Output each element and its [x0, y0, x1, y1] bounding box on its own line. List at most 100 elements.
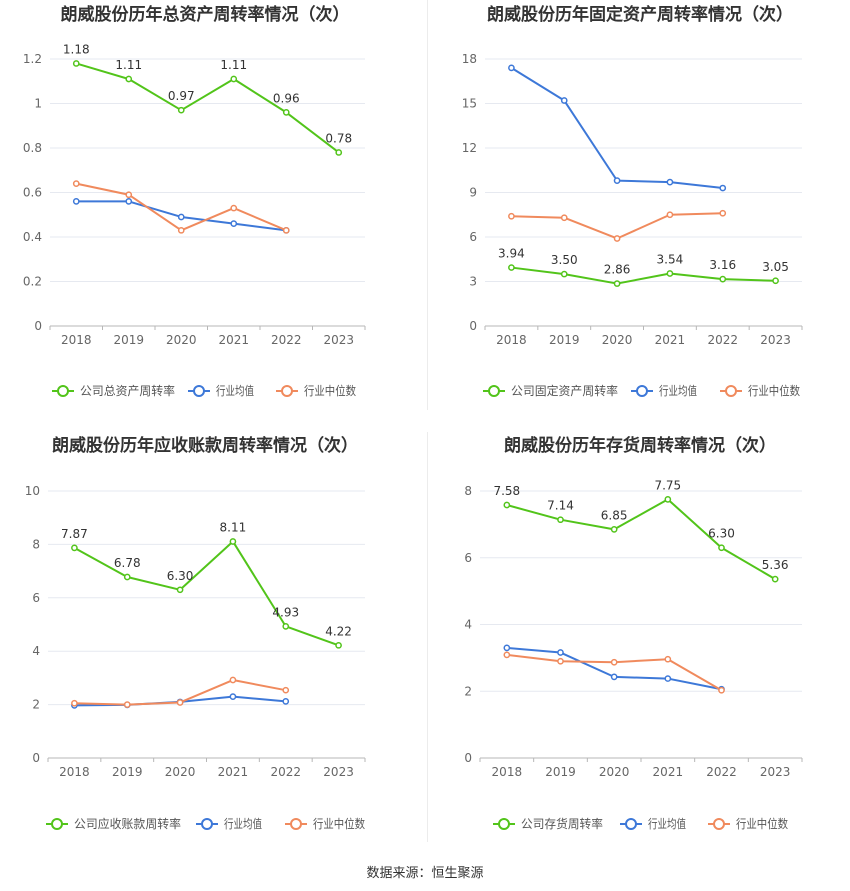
x-tick-label: 2022	[270, 765, 301, 779]
y-tick-label: 9	[469, 186, 477, 200]
chart-4: 朗威股份历年存货周转率情况（次） 0 2 4 6 8 2018 2019 2020 2021 202…	[464, 435, 803, 831]
data-point-company	[610, 526, 618, 533]
data-point-industry_median	[71, 699, 78, 707]
data-label: 3.16	[709, 258, 736, 272]
legend-item-industry_median[interactable]: 行业中位数	[285, 816, 365, 831]
data-point-company	[125, 75, 133, 83]
x-tick-label: 2023	[323, 333, 354, 347]
x-tick-label: 2020	[599, 765, 630, 779]
data-label: 7.87	[61, 527, 88, 541]
data-label: 6.78	[114, 556, 141, 570]
legend-swatch-marker	[193, 385, 205, 397]
data-point-industry_median	[503, 651, 511, 659]
data-point-company	[230, 75, 238, 83]
data-label: 7.75	[654, 478, 681, 492]
data-point-company	[560, 270, 568, 278]
legend-item-company[interactable]: 公司总资产周转率	[52, 383, 175, 398]
data-label: 6.85	[601, 508, 628, 522]
data-label: 3.94	[498, 247, 525, 261]
chart-title: 朗威股份历年应收账款周转率情况（次）	[52, 435, 358, 456]
series-line-company	[511, 266, 776, 285]
data-point-industry_median	[177, 226, 185, 234]
x-tick-label: 2018	[59, 765, 90, 779]
legend-item-industry_median[interactable]: 行业中位数	[276, 383, 356, 398]
chart-1: 朗威股份历年总资产周转率情况（次） 0 0.2 0.4 0.6 0.8 1 1.2 2018 20…	[23, 4, 366, 398]
data-point-industry_avg	[719, 184, 727, 192]
data-point-industry_avg	[610, 673, 618, 681]
y-tick-label: 15	[462, 97, 477, 111]
data-point-company	[503, 501, 511, 509]
legend-swatch-marker	[57, 385, 69, 397]
legend-label: 行业均值	[224, 816, 262, 831]
y-tick-label: 0	[34, 319, 42, 333]
data-point-industry_median	[176, 699, 184, 706]
y-tick-label: 6	[32, 591, 40, 605]
data-label: 3.50	[551, 253, 578, 267]
data-label: 4.93	[272, 605, 299, 619]
data-point-industry_median	[72, 180, 80, 187]
data-point-company	[666, 270, 674, 277]
data-point-industry_avg	[666, 178, 674, 186]
legend-label: 公司总资产周转率	[80, 383, 175, 398]
x-tick-label: 2019	[113, 333, 144, 347]
chart-title: 朗威股份历年存货周转率情况（次）	[504, 435, 776, 456]
legend-item-company[interactable]: 公司应收账款周转率	[46, 816, 181, 831]
y-tick-label: 6	[464, 551, 472, 565]
data-label: 6.30	[708, 527, 735, 541]
legend-item-company[interactable]: 公司固定资产周转率	[483, 383, 618, 398]
y-tick-label: 6	[469, 230, 477, 244]
y-tick-label: 8	[32, 537, 40, 551]
data-point-industry_median	[613, 235, 621, 242]
data-point-industry_avg	[503, 644, 511, 652]
data-label: 0.78	[325, 131, 352, 145]
panel-divider-bottom	[427, 432, 428, 842]
legend-item-industry_avg[interactable]: 行业均值	[631, 383, 697, 398]
legend-label: 行业均值	[216, 383, 254, 398]
chart-3: 朗威股份历年应收账款周转率情况（次） 0 2 4 6 8 10 2018 2019 2020 202…	[25, 435, 366, 831]
legend-label: 行业中位数	[304, 383, 356, 398]
series-line-company	[506, 498, 776, 580]
y-tick-label: 0.6	[23, 186, 42, 200]
series-line-company	[75, 62, 340, 154]
data-point-company	[123, 573, 131, 581]
data-label: 8.11	[220, 520, 247, 534]
x-tick-label: 2023	[323, 765, 354, 779]
legend-item-industry_median[interactable]: 行业中位数	[720, 383, 800, 398]
data-point-industry_median	[719, 209, 727, 217]
x-tick-label: 2021	[218, 765, 249, 779]
x-tick-label: 2018	[492, 765, 523, 779]
legend-item-industry_avg[interactable]: 行业均值	[188, 383, 254, 398]
data-label: 0.96	[273, 91, 300, 105]
data-point-industry_median	[664, 655, 672, 663]
y-tick-label: 2	[32, 698, 40, 712]
data-label: 5.36	[762, 558, 789, 572]
data-point-company	[176, 586, 184, 594]
data-point-industry_median	[229, 676, 237, 684]
x-tick-label: 2022	[706, 765, 737, 779]
data-point-company	[229, 538, 237, 545]
data-point-company	[719, 275, 727, 283]
legend-item-industry_median[interactable]: 行业中位数	[708, 816, 788, 831]
legend-item-company[interactable]: 公司存货周转率	[493, 816, 603, 831]
data-point-company	[71, 544, 78, 552]
y-tick-label: 1	[34, 97, 42, 111]
legend-item-industry_avg[interactable]: 行业均值	[620, 816, 686, 831]
legend-label: 行业中位数	[736, 816, 788, 831]
y-tick-label: 3	[469, 275, 477, 289]
legend-swatch-marker	[488, 385, 500, 397]
data-point-industry_avg	[230, 220, 238, 227]
x-tick-label: 2020	[602, 333, 633, 347]
y-tick-label: 0.2	[23, 275, 42, 289]
x-tick-label: 2020	[165, 765, 196, 779]
y-tick-label: 0.4	[23, 230, 42, 244]
legend-item-industry_avg[interactable]: 行业均值	[196, 816, 262, 831]
y-tick-label: 18	[462, 52, 477, 66]
data-point-industry_avg	[282, 698, 290, 705]
x-tick-label: 2019	[549, 333, 580, 347]
legend-swatch-marker	[725, 385, 737, 397]
legend-swatch-marker	[636, 385, 648, 397]
data-point-industry_avg	[613, 177, 621, 184]
data-point-company	[282, 109, 290, 116]
x-tick-label: 2022	[271, 333, 302, 347]
